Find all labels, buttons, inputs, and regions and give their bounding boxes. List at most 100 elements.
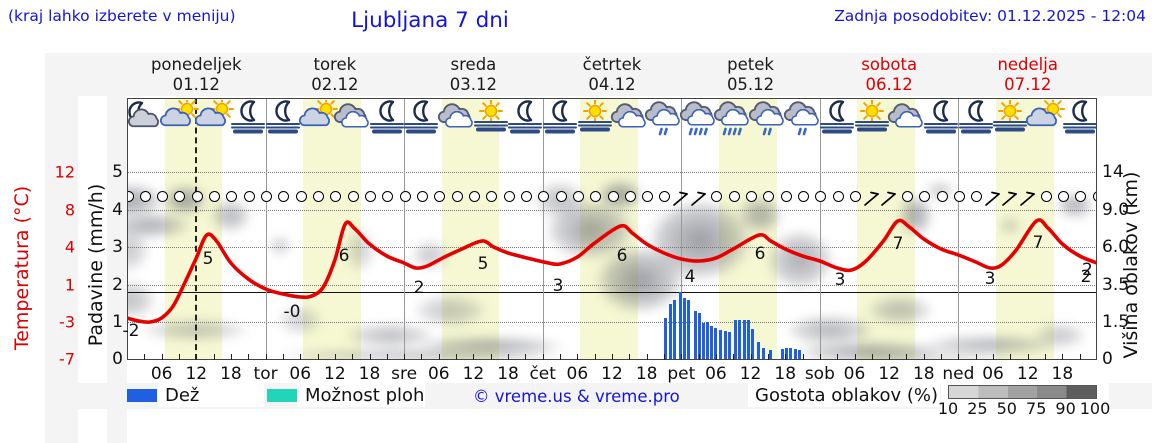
wind-calm-icon — [763, 191, 775, 202]
rain-bar — [734, 320, 738, 359]
x-tick — [178, 354, 180, 360]
temp-axis-tick: 4 — [64, 237, 75, 257]
x-tick-label: sob — [804, 364, 835, 384]
wind-calm-icon — [936, 191, 948, 202]
temp-value-label: -0 — [283, 302, 301, 322]
grid-line — [127, 322, 1097, 323]
x-tick-label: 12 — [739, 364, 762, 384]
x-tick — [837, 354, 839, 360]
precip-axis-tick: 4 — [112, 199, 123, 220]
weather-icon-sun-fog — [852, 100, 892, 136]
left-axis-band-1 — [45, 53, 78, 443]
weather-icon-rain-2 — [713, 100, 753, 136]
x-tick-label: 18 — [220, 364, 242, 384]
day-date: 05.12 — [726, 75, 775, 94]
day-separator-line — [819, 98, 821, 360]
x-tick — [993, 354, 995, 360]
x-tick-label: 18 — [774, 364, 797, 384]
x-tick — [698, 354, 700, 360]
x-tick — [941, 354, 943, 360]
x-tick — [317, 354, 319, 360]
wind-calm-icon — [191, 191, 203, 202]
temp-value-label: 7 — [892, 234, 904, 254]
x-tick — [473, 354, 475, 360]
cloudheight-axis-tick: 1.5 — [1102, 312, 1130, 332]
x-tick-label: 12 — [462, 364, 485, 384]
wind-calm-icon — [261, 191, 273, 202]
weather-icon-moon-fog — [921, 100, 961, 136]
wind-barb-icon — [672, 191, 690, 207]
temp-value-label: 3 — [984, 269, 996, 289]
wind-calm-icon — [659, 191, 671, 202]
wind-barb-icon — [1001, 191, 1019, 207]
temp-value-label: 5 — [202, 249, 214, 269]
x-tick — [1010, 354, 1012, 360]
showers-legend-label: Možnost ploh — [305, 385, 425, 406]
rain-bar — [793, 348, 797, 359]
x-tick-label: pet — [667, 364, 696, 384]
weather-icon-clouds — [436, 100, 476, 136]
now-line — [195, 98, 198, 360]
x-tick — [681, 354, 683, 360]
day-name: četrtek — [582, 55, 642, 74]
grid-line — [127, 284, 1097, 286]
precip-axis-tick: 1 — [112, 312, 123, 332]
temp-axis-tick: -3 — [59, 312, 75, 332]
x-tick — [767, 354, 769, 360]
day-name: petek — [727, 55, 774, 74]
x-tick — [421, 354, 423, 360]
page-title: Ljubljana 7 dni — [351, 8, 509, 33]
cloudheight-axis-tick: 14 — [1102, 162, 1124, 182]
weather-icon-moon-fog — [505, 100, 545, 136]
temp-axis-tick: 12 — [54, 162, 75, 182]
day-name: nedelja — [997, 55, 1058, 74]
weather-icon-moon-cloud — [127, 100, 164, 136]
wind-calm-icon — [780, 191, 792, 202]
x-tick — [352, 354, 354, 360]
wind-barb-icon — [984, 191, 1002, 207]
wind-calm-icon — [607, 191, 619, 202]
x-tick — [871, 354, 873, 360]
wind-calm-icon — [313, 191, 325, 202]
day-name: ponedeljek — [150, 55, 242, 74]
rain-bar — [785, 347, 789, 359]
weather-icon-moon-fog — [956, 100, 996, 136]
copyright-link[interactable]: © vreme.us & vreme.pro — [473, 387, 680, 406]
rain-bar — [780, 348, 784, 359]
day-name: sreda — [450, 55, 497, 74]
rain-bar — [738, 320, 742, 359]
weather-icon-rain-1 — [783, 100, 823, 136]
temp-value-label: 2 — [1080, 267, 1092, 287]
showers-label-box — [297, 382, 425, 407]
showers-swatch — [267, 389, 297, 402]
rain-bar — [683, 297, 687, 359]
wind-calm-icon — [486, 191, 498, 202]
precip-axis-tick: 2 — [112, 274, 123, 295]
x-tick — [958, 354, 960, 360]
wind-calm-icon — [243, 191, 255, 202]
temp-value-label: 6 — [616, 246, 628, 266]
day-date: 02.12 — [311, 75, 359, 94]
x-tick — [923, 354, 925, 360]
wind-calm-icon — [711, 191, 723, 202]
rain-legend-label: Dež — [165, 385, 200, 406]
x-tick — [785, 354, 787, 360]
x-tick — [1045, 354, 1047, 360]
x-tick-label: 06 — [705, 364, 727, 384]
plot-area — [127, 98, 1097, 360]
x-tick-label: 06 — [427, 364, 450, 384]
temp-axis-title: Temperatura (°C) — [11, 185, 33, 351]
day-date: 07.12 — [1004, 75, 1052, 94]
rain-bar — [705, 322, 709, 359]
x-tick-label: 06 — [289, 364, 312, 384]
cloud-scale-tick: 50 — [996, 399, 1017, 418]
weather-icon-sun-fog — [575, 100, 615, 136]
cloud-scale-tick: 75 — [1026, 399, 1047, 418]
wind-calm-icon — [226, 191, 238, 202]
weather-icon-clouds — [886, 100, 926, 136]
x-tick — [213, 354, 215, 360]
x-tick — [300, 354, 302, 360]
freezing-line — [127, 292, 1097, 293]
rain-swatch — [127, 389, 157, 402]
